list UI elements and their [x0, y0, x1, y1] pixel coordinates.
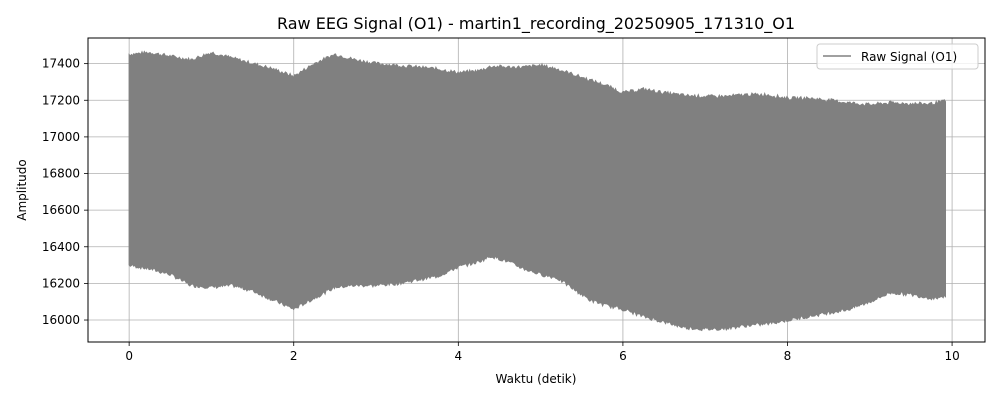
x-tick-label: 0 — [125, 349, 133, 363]
y-tick-label: 17000 — [42, 130, 80, 144]
y-tick-label: 16800 — [42, 167, 80, 181]
chart-title: Raw EEG Signal (O1) - martin1_recording_… — [277, 14, 795, 34]
y-tick-label: 17400 — [42, 57, 80, 71]
x-tick-label: 2 — [290, 349, 298, 363]
y-tick-label: 16200 — [42, 276, 80, 290]
x-axis: 0 2 4 6 8 10 — [125, 342, 960, 363]
raw-signal-series-area — [128, 50, 946, 332]
legend: Raw Signal (O1) — [816, 43, 979, 70]
x-tick-label: 10 — [944, 349, 959, 363]
plot-frame — [87, 37, 986, 343]
y-tick-label: 17200 — [42, 93, 80, 107]
y-tick-label: 16400 — [42, 240, 80, 254]
y-tick-label: 16000 — [42, 313, 80, 327]
x-axis-label: Waktu (detik) — [496, 372, 577, 386]
x-tick-label: 6 — [619, 349, 627, 363]
x-tick-label: 8 — [784, 349, 792, 363]
y-axis-label: Amplitudo — [15, 159, 29, 220]
y-tick-label: 16600 — [42, 203, 80, 217]
y-axis: 16000 16200 16400 16600 16800 17000 17200 17400 — [42, 57, 88, 327]
legend-label-raw-signal: Raw Signal (O1) — [861, 50, 957, 64]
x-tick-label: 4 — [455, 349, 463, 363]
legend-box — [816, 43, 979, 70]
